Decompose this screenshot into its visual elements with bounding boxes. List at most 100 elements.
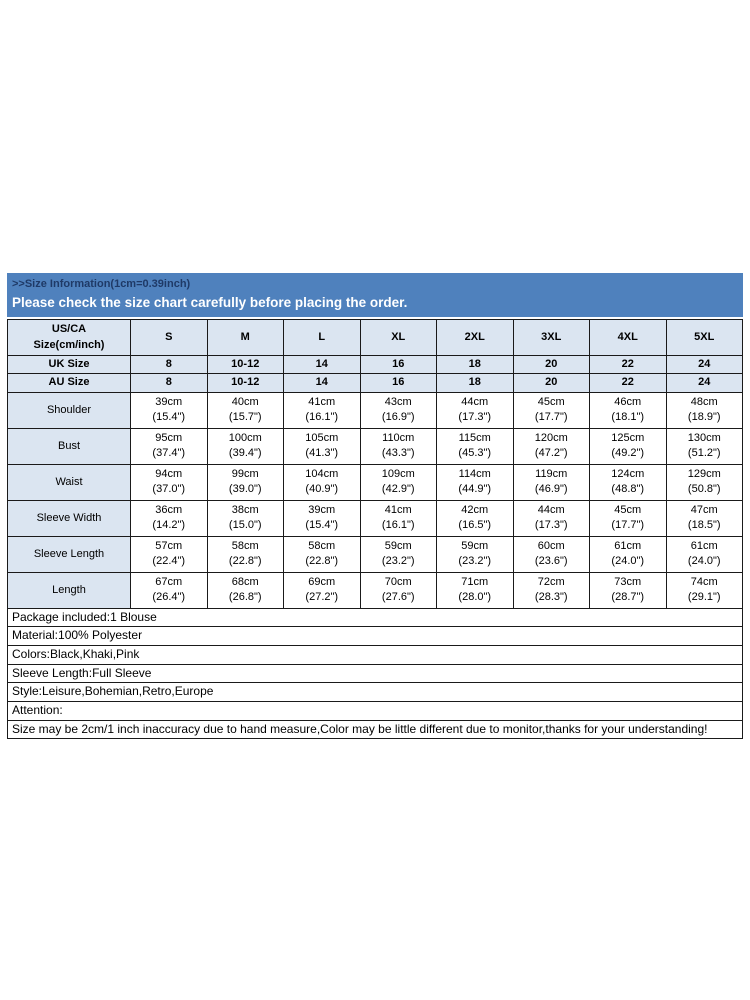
measurement-value: 48cm (18.9") <box>665 391 743 429</box>
inch-value: (47.2") <box>534 447 568 460</box>
size-column-5xl: 5XL <box>665 319 743 356</box>
measurement-value: 105cm (41.3") <box>283 427 361 465</box>
measurement-value: 59cm (23.2") <box>436 535 514 573</box>
measurement-value: 114cm (44.9") <box>436 463 514 501</box>
measurement-label: Shoulder <box>7 391 131 429</box>
cm-value: 40cm <box>231 395 259 408</box>
inch-value: (15.4") <box>305 519 339 532</box>
measurement-label: Length <box>7 571 131 609</box>
note-line: Colors:Black,Khaki,Pink <box>8 646 742 665</box>
inch-value: (16.5") <box>458 519 492 532</box>
region-size-value: 24 <box>665 373 743 393</box>
measurement-value: 61cm (24.0") <box>665 535 743 573</box>
inch-value: (40.9") <box>305 483 339 496</box>
measurement-row: Sleeve Width 36cm (14.2") 38cm (15.0") 39cm (1… <box>7 499 743 537</box>
measurement-value: 59cm (23.2") <box>359 535 437 573</box>
measurement-value: 44cm (17.3") <box>436 391 514 429</box>
cm-value: 45cm <box>537 395 565 408</box>
measurement-value: 94cm (37.0") <box>130 463 208 501</box>
inch-value: (29.1") <box>687 591 721 604</box>
measurement-value: 99cm (39.0") <box>206 463 284 501</box>
size-column-m: M <box>206 319 284 356</box>
cm-value: 110cm <box>382 431 415 444</box>
cm-value: 46cm <box>614 395 642 408</box>
region-label: UK Size <box>7 354 131 375</box>
inch-value: (37.0") <box>152 483 186 496</box>
measurement-value: 104cm (40.9") <box>283 463 361 501</box>
cm-value: 48cm <box>690 395 718 408</box>
cm-value: 100cm <box>228 431 262 444</box>
cm-value: 68cm <box>231 575 259 588</box>
inch-value: (22.4") <box>152 555 186 568</box>
cm-value: 39cm <box>308 503 336 516</box>
measurement-value: 41cm (16.1") <box>359 499 437 537</box>
measurement-value: 60cm (23.6") <box>512 535 590 573</box>
measurement-label: Sleeve Width <box>7 499 131 537</box>
cm-value: 61cm <box>690 539 718 552</box>
measurement-row: Length 67cm (26.4") 68cm (26.8") 69cm (27.2") 7… <box>7 571 743 609</box>
measurement-value: 129cm (50.8") <box>665 463 743 501</box>
region-size-value: 24 <box>665 354 743 375</box>
measurement-value: 43cm (16.9") <box>359 391 437 429</box>
region-size-value: 10-12 <box>206 354 284 375</box>
measurement-row: Waist 94cm (37.0") 99cm (39.0") 104cm (40.9") 1… <box>7 463 743 501</box>
measurement-value: 47cm (18.5") <box>665 499 743 537</box>
cm-value: 74cm <box>690 575 718 588</box>
inch-value: (45.3") <box>458 447 492 460</box>
cm-value: 114cm <box>458 467 491 480</box>
region-size-value: 16 <box>359 354 437 375</box>
measurement-value: 124cm (48.8") <box>589 463 667 501</box>
measurement-value: 72cm (28.3") <box>512 571 590 609</box>
inch-value: (27.2") <box>305 591 339 604</box>
note-line: Style:Leisure,Bohemian,Retro,Europe <box>8 683 742 702</box>
cm-value: 58cm <box>308 539 336 552</box>
inch-value: (28.0") <box>458 591 492 604</box>
measurement-value: 67cm (26.4") <box>130 571 208 609</box>
measurement-value: 45cm (17.7") <box>512 391 590 429</box>
cm-value: 59cm <box>461 539 489 552</box>
inch-value: (22.8") <box>228 555 262 568</box>
measurement-value: 119cm (46.9") <box>512 463 590 501</box>
inch-value: (26.8") <box>228 591 262 604</box>
cm-value: 120cm <box>534 431 568 444</box>
measurement-value: 46cm (18.1") <box>589 391 667 429</box>
inch-value: (18.1") <box>611 411 645 424</box>
inch-value: (15.7") <box>228 411 262 424</box>
inch-value: (16.1") <box>381 519 415 532</box>
region-size-value: 18 <box>436 354 514 375</box>
cm-value: 99cm <box>231 467 259 480</box>
region-size-value: 10-12 <box>206 373 284 393</box>
cm-value: 60cm <box>537 539 565 552</box>
measurement-value: 44cm (17.3") <box>512 499 590 537</box>
measurement-value: 41cm (16.1") <box>283 391 361 429</box>
note-line: Sleeve Length:Full Sleeve <box>8 665 742 684</box>
measurement-value: 68cm (26.8") <box>206 571 284 609</box>
order-check-notice: Please check the size chart carefully be… <box>12 295 408 310</box>
cm-value: 115cm <box>458 431 491 444</box>
region-size-value: 18 <box>436 373 514 393</box>
region-size-value: 20 <box>512 373 590 393</box>
measurement-value: 110cm (43.3") <box>359 427 437 465</box>
inch-value: (18.5") <box>687 519 721 532</box>
measurement-value: 130cm (51.2") <box>665 427 743 465</box>
cm-value: 125cm <box>611 431 645 444</box>
cm-value: 41cm <box>308 395 336 408</box>
note-line: Size may be 2cm/1 inch inaccuracy due to… <box>8 721 742 740</box>
inch-value: (27.6") <box>381 591 415 604</box>
region-size-value: 22 <box>589 373 667 393</box>
inch-value: (28.7") <box>611 591 645 604</box>
inch-value: (43.3") <box>381 447 415 460</box>
inch-value: (41.3") <box>305 447 339 460</box>
measurement-value: 115cm (45.3") <box>436 427 514 465</box>
corner-label: US/CA Size(cm/inch) <box>7 319 131 356</box>
cm-value: 73cm <box>614 575 642 588</box>
cm-value: 130cm <box>687 431 721 444</box>
cm-value: 124cm <box>611 467 645 480</box>
measurement-row: Sleeve Length 57cm (22.4") 58cm (22.8") 58cm (… <box>7 535 743 573</box>
inch-value: (44.9") <box>458 483 492 496</box>
inch-value: (18.9") <box>687 411 721 424</box>
inch-value: (26.4") <box>152 591 186 604</box>
cm-value: 95cm <box>155 431 183 444</box>
inch-value: (23.2") <box>458 555 492 568</box>
inch-value: (24.0") <box>687 555 721 568</box>
